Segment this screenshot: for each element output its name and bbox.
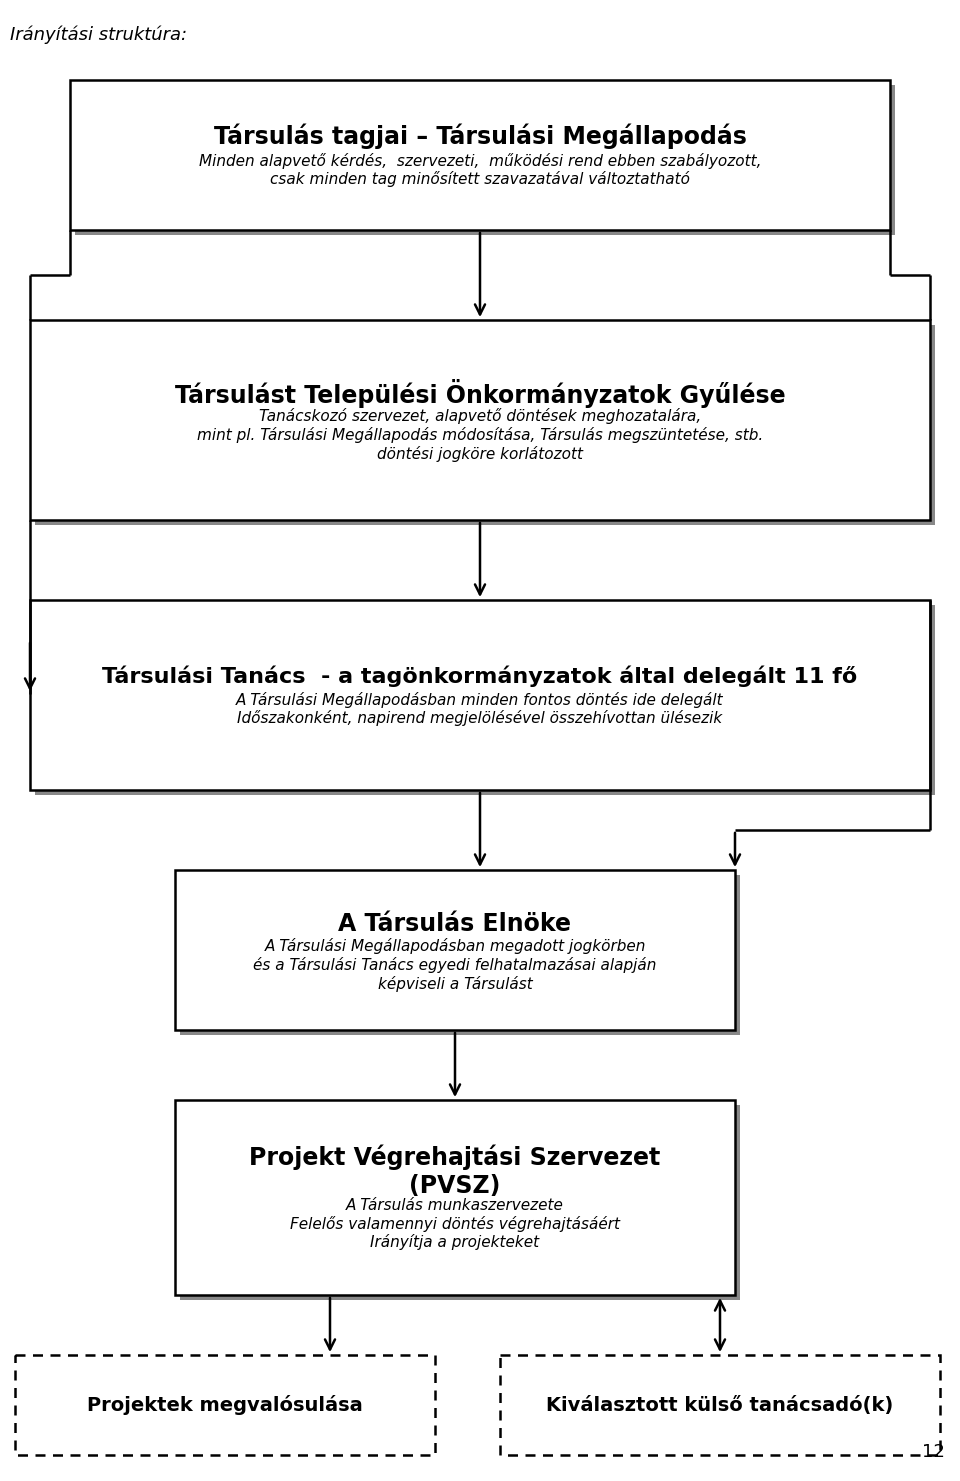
Text: Projekt Végrehajtási Szervezet
(PVSZ): Projekt Végrehajtási Szervezet (PVSZ) — [250, 1145, 660, 1198]
Bar — [30, 600, 930, 789]
Text: Tanácskozó szervezet, alapvető döntések meghozatalára,
mint pl. Társulási Megáll: Tanácskozó szervezet, alapvető döntések … — [197, 409, 763, 462]
Text: Irányítási struktúra:: Irányítási struktúra: — [10, 25, 187, 43]
Text: Minden alapvető kérdés,  szervezeti,  működési rend ebben szabályozott,
csak min: Minden alapvető kérdés, szervezeti, műkö… — [199, 153, 761, 187]
Bar — [175, 1100, 735, 1294]
Bar — [35, 606, 935, 795]
Bar — [180, 1105, 740, 1300]
Text: Kiválasztott külső tanácsadó(k): Kiválasztott külső tanácsadó(k) — [546, 1395, 894, 1414]
Text: A Társulás Elnöke: A Társulás Elnöke — [339, 912, 571, 936]
Bar — [15, 1355, 435, 1454]
Bar — [30, 320, 930, 520]
Text: Társulási Tanács  - a tagönkormányzatok által delegált 11 fő: Társulási Tanács - a tagönkormányzatok á… — [103, 666, 857, 687]
Text: Társulást Települési Önkormányzatok Gyűlése: Társulást Települési Önkormányzatok Gyűl… — [175, 379, 785, 409]
Bar — [70, 80, 890, 230]
Text: A Társulási Megállapodásban megadott jogkörben
és a Társulási Tanács egyedi felh: A Társulási Megállapodásban megadott jog… — [253, 939, 657, 991]
Text: A Társulási Megállapodásban minden fontos döntés ide delegált
Időszakonként, nap: A Társulási Megállapodásban minden fonto… — [236, 692, 724, 727]
Bar — [500, 1355, 940, 1454]
Bar — [180, 875, 740, 1035]
Text: Társulás tagjai – Társulási Megállapodás: Társulás tagjai – Társulási Megállapodás — [213, 124, 747, 150]
Text: Projektek megvalósulása: Projektek megvalósulása — [87, 1395, 363, 1414]
Text: 12: 12 — [923, 1442, 945, 1460]
Text: A Társulás munkaszervezete
Felelős valamennyi döntés végrehajtásáért
Irányítja a: A Társulás munkaszervezete Felelős valam… — [290, 1198, 620, 1250]
Bar — [175, 869, 735, 1029]
Bar — [75, 84, 895, 235]
Bar — [35, 324, 935, 524]
